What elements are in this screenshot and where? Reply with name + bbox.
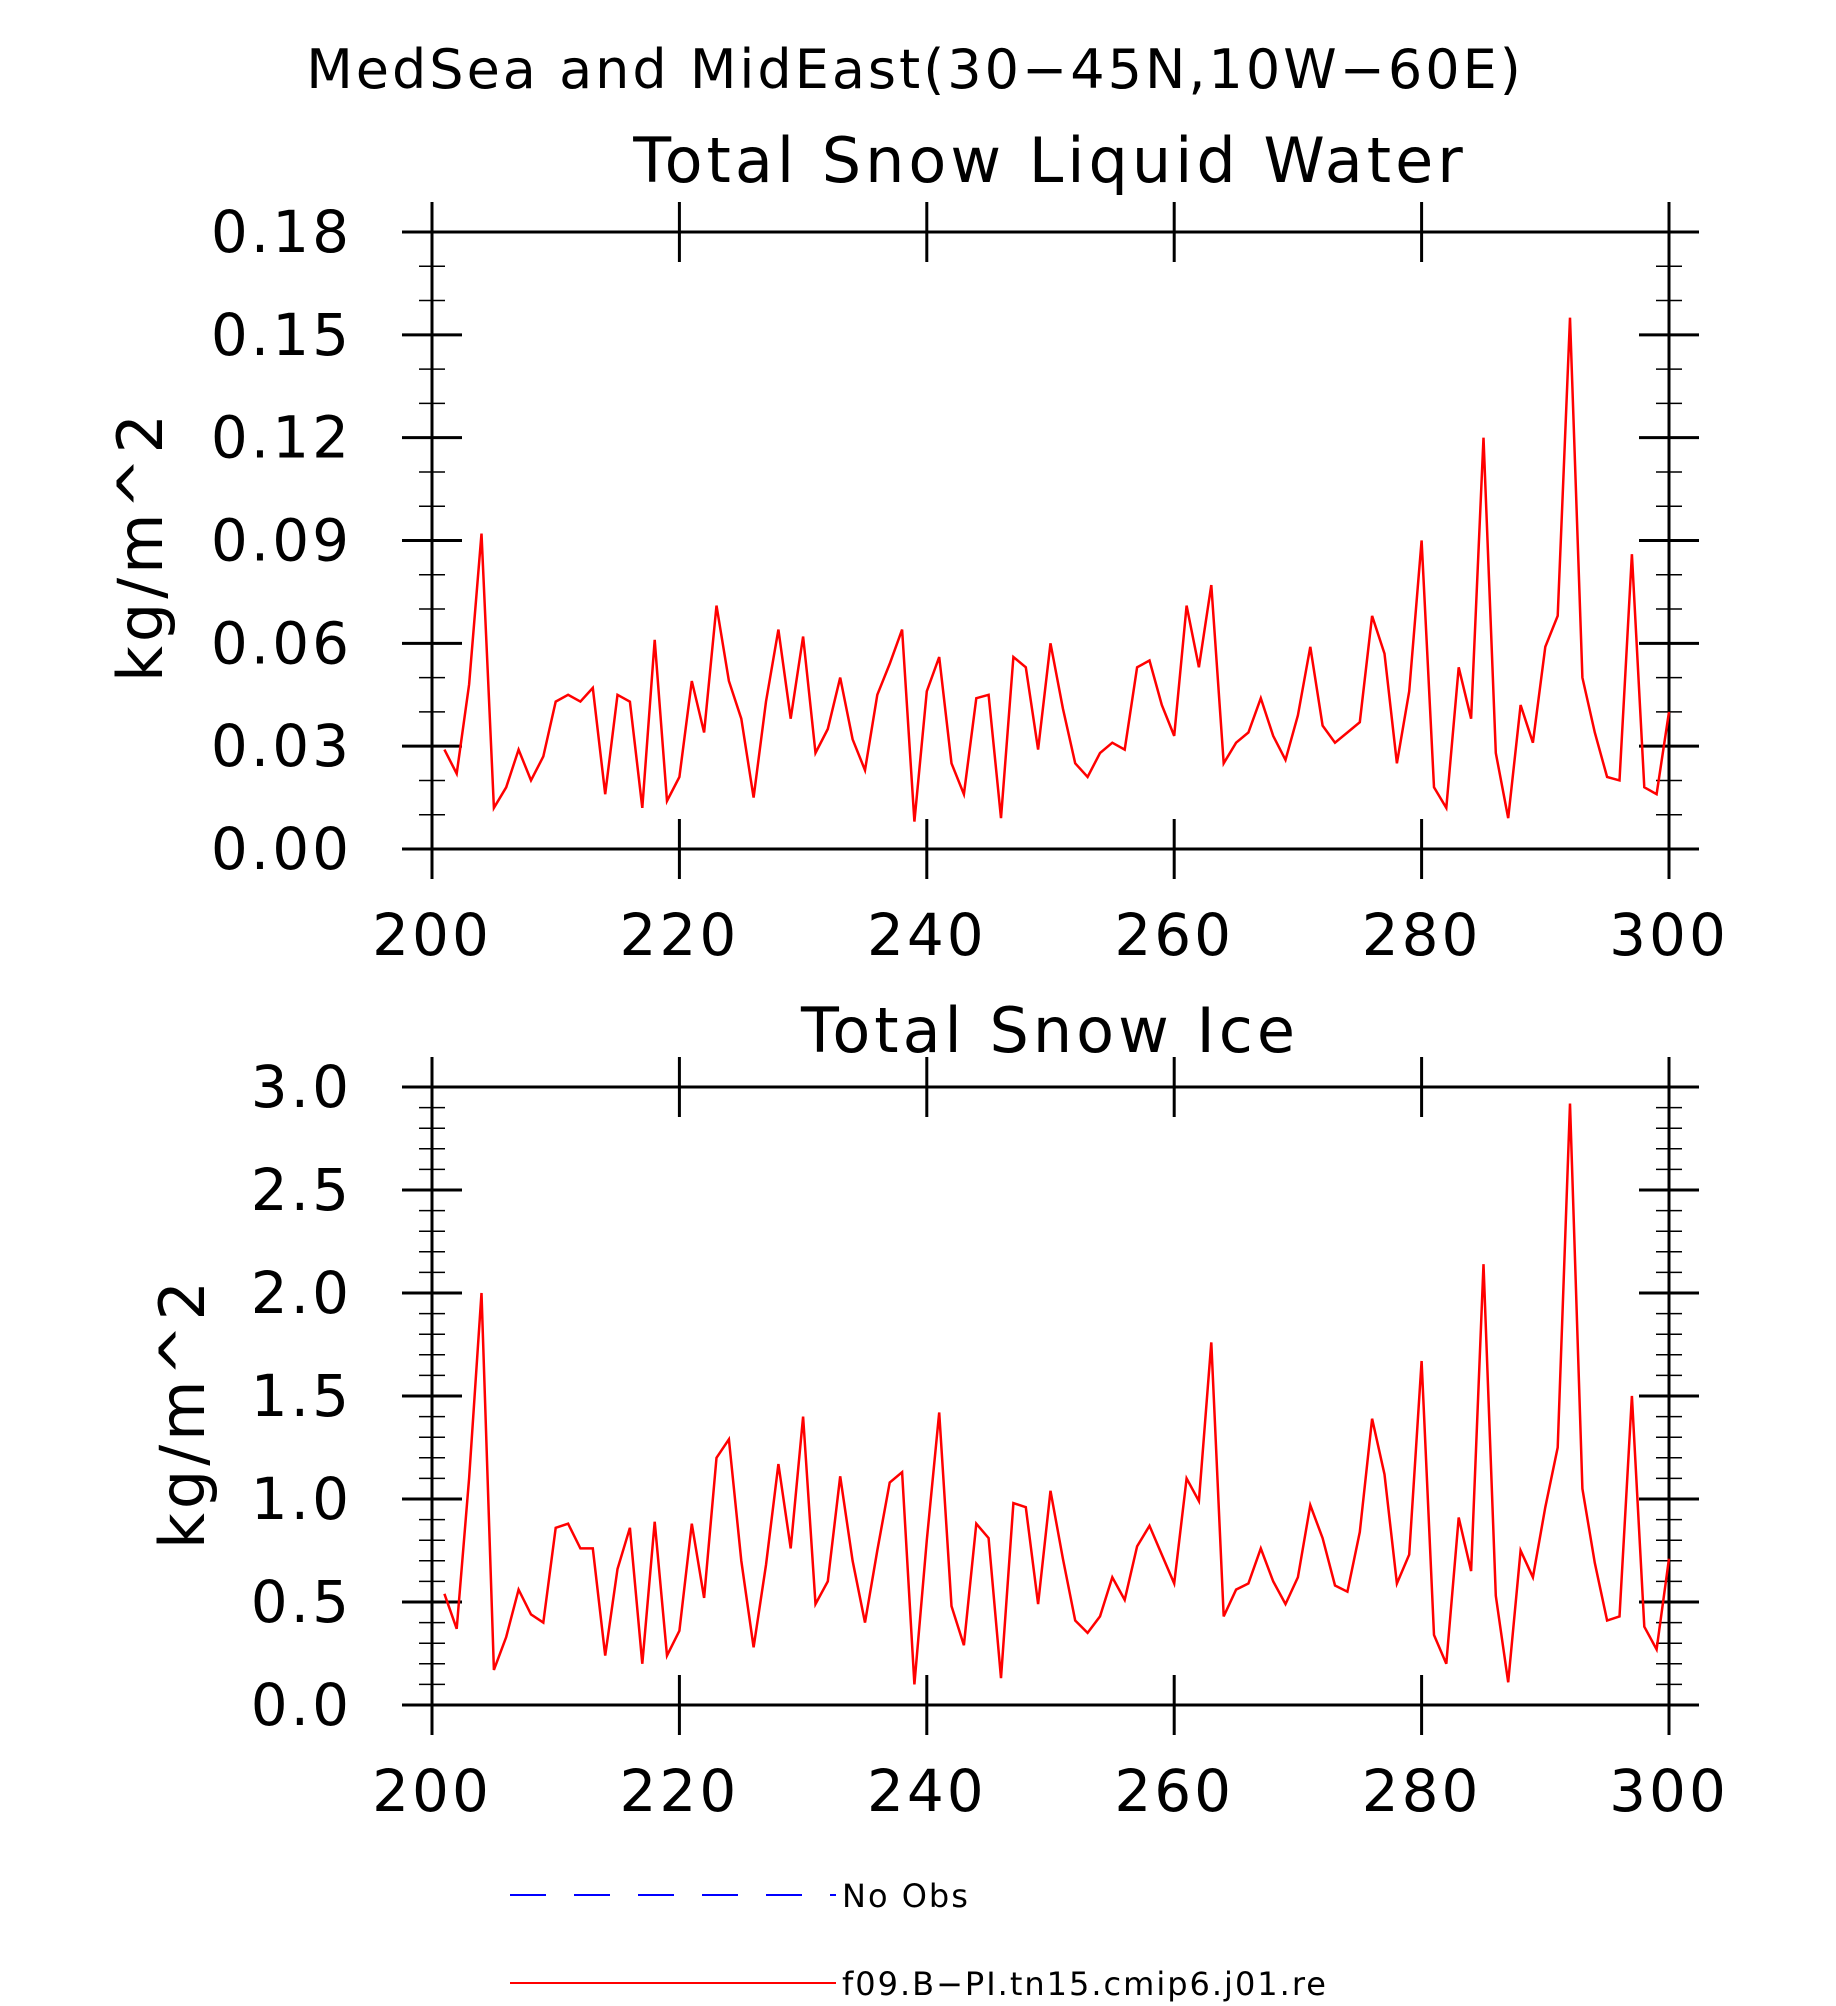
axes-snow-ice: 200 220 240 260 280 300 0.0 0.5 1.0 1.5 2.0 2.5 3.0	[251, 1053, 1729, 1825]
series-line-snow-liquid-water	[443, 317, 1671, 822]
y-tick-label: 0.5	[251, 1568, 352, 1636]
x-tick-label: 280	[1362, 901, 1482, 969]
y-axis-label-snow-ice: kg/m^2	[146, 1277, 219, 1549]
x-tick-label: 200	[372, 901, 492, 969]
y-tick-label: 0.03	[211, 712, 352, 780]
x-tick-label: 260	[1114, 1757, 1234, 1825]
axes-snow-liquid-water: 200 220 240 260 280 300 0.00 0.03 0.06 0.09 0.12 0.…	[211, 198, 1729, 969]
x-tick-label: 200	[372, 1757, 492, 1825]
panel-title-snow-ice: Total Snow Ice	[800, 994, 1299, 1067]
y-tick-label: 0.0	[251, 1671, 352, 1739]
x-tick-label: 240	[867, 901, 987, 969]
x-tick-label: 300	[1609, 901, 1729, 969]
y-tick-label: 1.5	[251, 1362, 352, 1430]
y-axis-label-snow-liquid-water: kg/m^2	[104, 410, 177, 682]
x-tick-label: 220	[620, 901, 740, 969]
plot-frame	[430, 230, 1671, 851]
x-tick-label: 300	[1609, 1757, 1729, 1825]
legend-model-label: f09.B−PI.tn15.cmip6.j01.re	[842, 1965, 1328, 2003]
legend: No Obs f09.B−PI.tn15.cmip6.j01.re	[510, 1877, 1328, 2003]
y-tick-label: 0.15	[211, 301, 352, 369]
y-tick-label: 2.5	[251, 1156, 352, 1224]
y-tick-label: 0.12	[211, 404, 352, 472]
x-tick-label: 280	[1362, 1757, 1482, 1825]
y-tick-label: 1.0	[251, 1465, 352, 1533]
series-line-snow-ice	[443, 1103, 1671, 1685]
chart-panel-snow-ice: Total Snow Ice kg/m^2 200 220 240 260 280 300…	[146, 994, 1729, 1825]
panel-title-snow-liquid-water: Total Snow Liquid Water	[632, 124, 1467, 197]
x-tick-label: 260	[1114, 901, 1234, 969]
legend-obs-label: No Obs	[842, 1877, 970, 1915]
y-tick-label: 0.06	[211, 609, 352, 677]
x-tick-label: 240	[867, 1757, 987, 1825]
figure-title: MedSea and MidEast(30−45N,10W−60E)	[306, 38, 1524, 101]
chart-panel-snow-liquid-water: Total Snow Liquid Water kg/m^2 200 220 240…	[104, 124, 1729, 969]
y-tick-label: 0.09	[211, 507, 352, 575]
y-tick-label: 3.0	[251, 1053, 352, 1121]
y-tick-label: 2.0	[251, 1259, 352, 1327]
x-tick-label: 220	[620, 1757, 740, 1825]
y-tick-label: 0.00	[211, 815, 352, 883]
plot-frame	[430, 1085, 1671, 1707]
y-tick-label: 0.18	[211, 198, 352, 266]
